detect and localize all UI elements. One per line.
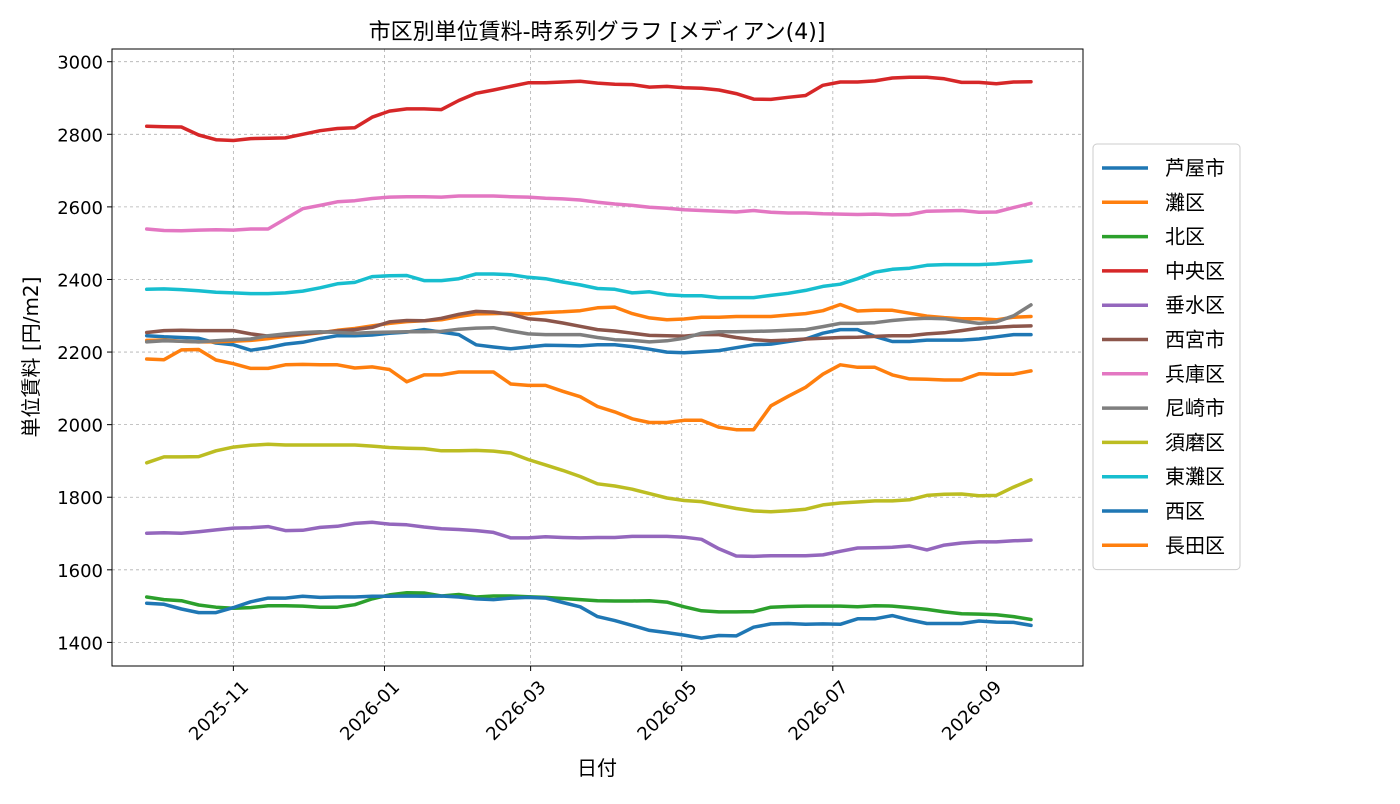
y-tick-label: 2000 bbox=[57, 416, 103, 437]
series-line-12 bbox=[144, 347, 1033, 432]
series-lines bbox=[144, 75, 1033, 640]
legend-label: 芦屋市 bbox=[1165, 156, 1225, 180]
y-tick-label: 2800 bbox=[57, 125, 103, 146]
y-axis-label: 単位賃料 [円/m2] bbox=[19, 277, 43, 438]
x-axis-label: 日付 bbox=[577, 756, 617, 780]
y-tick-label: 1400 bbox=[57, 633, 103, 654]
series-line-3 bbox=[144, 590, 1033, 622]
series-line-7 bbox=[144, 194, 1033, 233]
legend-label: 兵庫区 bbox=[1165, 362, 1225, 386]
plot-frame bbox=[111, 48, 1084, 667]
series-line-1 bbox=[144, 327, 1033, 355]
y-tick-label: 2600 bbox=[57, 198, 103, 219]
legend-label: 北区 bbox=[1165, 225, 1205, 249]
y-tick-label: 1800 bbox=[57, 488, 103, 509]
legend-label: 長田区 bbox=[1165, 533, 1225, 557]
legend-label: 東灘区 bbox=[1165, 465, 1225, 489]
y-tick-label: 2200 bbox=[57, 343, 103, 364]
y-tick-label: 2400 bbox=[57, 270, 103, 291]
chart-title: 市区別単位賃料-時系列グラフ [メディアン(4)] bbox=[369, 20, 826, 45]
series-line-11 bbox=[144, 594, 1033, 640]
legend-label: 西宮市 bbox=[1165, 328, 1225, 352]
legend-label: 垂水区 bbox=[1165, 293, 1225, 317]
series-line-8 bbox=[144, 303, 1033, 344]
y-tick-label: 1600 bbox=[57, 561, 103, 582]
series-line-9 bbox=[144, 442, 1033, 514]
series-line-10 bbox=[144, 259, 1033, 300]
grid bbox=[112, 49, 1083, 666]
legend-label: 灘区 bbox=[1165, 190, 1205, 214]
series-line-4 bbox=[144, 75, 1033, 143]
y-tick-label: 3000 bbox=[57, 53, 103, 74]
legend-label: 須磨区 bbox=[1165, 430, 1225, 454]
legend-label: 中央区 bbox=[1165, 259, 1225, 283]
series-line-5 bbox=[144, 520, 1033, 559]
legend-box bbox=[1092, 143, 1241, 571]
legend-label: 尼崎市 bbox=[1165, 396, 1225, 420]
legend-label: 西区 bbox=[1165, 499, 1205, 523]
